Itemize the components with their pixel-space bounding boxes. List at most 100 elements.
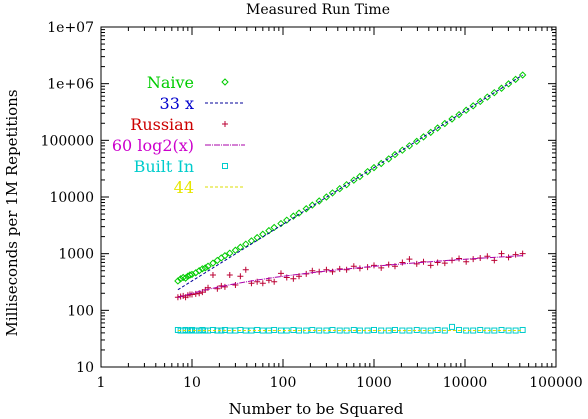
point-russian (512, 251, 519, 258)
x-tick-label: 1000 (356, 375, 392, 391)
point-naive (277, 219, 285, 228)
point-naive (221, 252, 229, 260)
point-naive (283, 216, 291, 224)
series-naive (174, 71, 527, 285)
point-russian (498, 250, 505, 257)
point-russian (221, 283, 228, 290)
point-russian (385, 261, 392, 268)
series-built-in (174, 323, 526, 334)
point-naive (504, 80, 513, 88)
point-built-in (491, 327, 498, 334)
point-naive (490, 88, 499, 97)
point-naive (363, 167, 372, 176)
legend-label-built-in: Built In (134, 157, 194, 176)
point-naive (405, 142, 414, 150)
point-built-in (505, 327, 512, 334)
point-russian (214, 285, 221, 292)
y-tick-label: 1e+07 (47, 20, 94, 36)
point-built-in (434, 326, 441, 333)
point-russian (323, 266, 330, 273)
x-tick-label: 10 (183, 375, 201, 391)
point-russian (209, 272, 216, 279)
point-naive (308, 201, 317, 209)
point-naive (483, 93, 492, 101)
point-naive (201, 264, 210, 272)
point-built-in (371, 326, 377, 333)
point-built-in (237, 326, 244, 333)
series-33-x (177, 74, 523, 291)
point-naive (497, 84, 506, 92)
point-russian (329, 268, 336, 275)
point-naive (370, 163, 378, 172)
point-built-in (449, 323, 456, 330)
x-tick-label: 10000 (443, 375, 488, 391)
point-russian (427, 262, 434, 269)
point-naive (419, 133, 428, 141)
point-built-in (254, 326, 261, 333)
point-russian (277, 270, 284, 277)
point-naive (253, 233, 261, 242)
point-naive (270, 223, 278, 232)
point-russian (463, 258, 470, 265)
x-tick-label: 1 (97, 375, 106, 391)
legend-label-russian: Russian (130, 115, 194, 134)
y-tick-label: 1e+06 (47, 77, 94, 93)
point-built-in (385, 327, 392, 334)
point-russian (456, 255, 463, 262)
point-naive (518, 71, 527, 79)
x-axis-label: Number to be Squared (229, 400, 404, 418)
point-built-in (226, 327, 233, 334)
point-naive (236, 243, 245, 251)
point-naive (259, 230, 267, 238)
point-built-in (209, 326, 216, 333)
point-built-in (290, 326, 297, 333)
axis-ticks: 1 10 100 1000 10000 1000001010010001000010000… (41, 20, 583, 391)
point-naive (204, 262, 212, 270)
point-russian (290, 275, 297, 282)
legend-label-44: 44 (174, 178, 194, 197)
point-naive (181, 274, 190, 282)
point-built-in (336, 327, 343, 334)
point-built-in (519, 326, 526, 333)
point-naive (377, 159, 385, 168)
point-built-in (406, 327, 413, 334)
point-naive (455, 110, 463, 119)
legend-label-naive: Naive (147, 73, 194, 92)
point-built-in (196, 327, 203, 334)
point-built-in (420, 327, 427, 334)
point-naive (328, 189, 337, 197)
line-60-log2-x (177, 255, 523, 298)
y-tick-label: 100000 (41, 133, 94, 149)
point-russian (259, 280, 266, 287)
y-tick-label: 100 (67, 303, 94, 319)
legend-label-33-x: 33 x (160, 94, 194, 113)
point-naive (462, 106, 470, 114)
point-naive (174, 277, 182, 285)
point-built-in (350, 326, 357, 333)
point-russian (434, 259, 441, 266)
point-russian (484, 253, 491, 260)
legend-label-60-log2-x: 60 log2(x) (112, 136, 194, 155)
point-russian (343, 266, 350, 273)
point-naive (289, 212, 298, 220)
point-naive (384, 155, 393, 163)
point-russian (189, 291, 195, 298)
point-built-in (356, 327, 363, 334)
series-60-log2-x (177, 255, 523, 298)
point-naive (315, 197, 323, 205)
point-russian (296, 273, 303, 280)
legend: Naive 33 x Russian 60 log2(x) Built In 44 (112, 73, 245, 197)
point-russian (336, 265, 343, 272)
point-naive (413, 137, 421, 146)
point-russian (237, 273, 244, 280)
y-axis-label: Milliseconds per 1M Repetitions (3, 89, 21, 336)
point-naive (356, 172, 364, 181)
line-33-x (177, 74, 523, 291)
point-naive (295, 209, 303, 217)
point-russian (441, 260, 448, 267)
point-built-in (413, 326, 420, 333)
point-built-in (477, 326, 484, 333)
series-russian (174, 250, 526, 301)
point-russian (356, 265, 363, 272)
x-tick-label: 100 (270, 375, 297, 391)
